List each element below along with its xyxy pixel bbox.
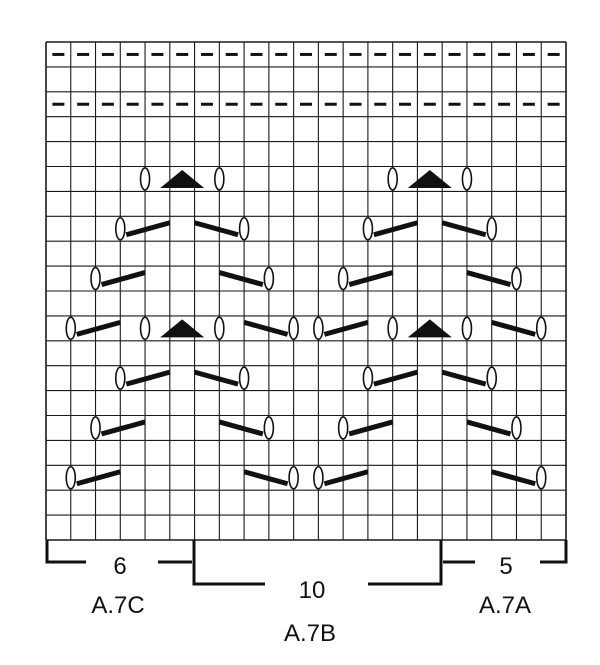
slanted-decrease-icon — [125, 220, 171, 238]
yarn-over-icon — [288, 316, 299, 341]
triangle-decrease-icon — [407, 319, 452, 338]
triangle-decrease-icon — [407, 169, 452, 188]
section-name-a7b: A.7B — [284, 620, 336, 647]
chart-grid — [45, 41, 567, 541]
yarn-over-icon — [461, 316, 473, 341]
yarn-over-icon — [65, 316, 77, 341]
slanted-decrease-icon — [323, 319, 369, 337]
yarn-over-icon — [511, 266, 522, 291]
slanted-decrease-icon — [76, 469, 121, 487]
slanted-decrease-icon — [218, 270, 264, 287]
slanted-decrease-icon — [100, 419, 146, 437]
yarn-over-icon — [238, 366, 250, 390]
chart-symbols — [52, 52, 560, 490]
yarn-over-icon — [362, 216, 374, 241]
slanted-decrease-icon — [76, 319, 121, 337]
section-brackets — [45, 540, 568, 586]
slanted-decrease-icon — [466, 270, 512, 287]
slanted-decrease-icon — [125, 369, 171, 387]
section-count-a7b: 10 — [299, 577, 326, 604]
yarn-over-icon — [90, 416, 101, 440]
yarn-over-icon — [362, 366, 374, 390]
yarn-over-icon — [139, 316, 151, 341]
yarn-over-icon — [486, 216, 498, 241]
section-name-a7c: A.7C — [91, 592, 144, 619]
yarn-over-icon — [214, 316, 225, 341]
slanted-decrease-icon — [100, 270, 146, 287]
yarn-over-icon — [387, 316, 398, 341]
slanted-decrease-icon — [193, 220, 239, 238]
yarn-over-icon — [337, 266, 349, 291]
yarn-over-icon — [461, 167, 473, 191]
slanted-decrease-icon — [348, 270, 394, 287]
yarn-over-icon — [486, 366, 498, 390]
section-count-a7a: 5 — [499, 553, 512, 580]
slanted-decrease-icon — [491, 319, 536, 337]
section-name-a7a: A.7A — [479, 592, 531, 619]
slanted-decrease-icon — [441, 220, 487, 238]
slanted-decrease-icon — [323, 469, 369, 487]
yarn-over-icon — [337, 416, 349, 440]
bracket-a7c — [45, 540, 86, 564]
yarn-over-icon — [263, 416, 275, 440]
yarn-over-icon — [535, 465, 547, 490]
yarn-over-icon — [65, 465, 77, 490]
slanted-decrease-icon — [348, 419, 394, 437]
yarn-over-icon — [90, 266, 101, 291]
yarn-over-icon — [288, 465, 299, 490]
yarn-over-icon — [114, 216, 126, 241]
yarn-over-icon — [511, 416, 522, 440]
slanted-decrease-icon — [243, 319, 289, 337]
slanted-decrease-icon — [373, 369, 419, 387]
section-count-a7c: 6 — [113, 553, 126, 580]
yarn-over-icon — [139, 167, 151, 191]
yarn-over-icon — [535, 316, 547, 341]
slanted-decrease-icon — [373, 220, 419, 238]
yarn-over-icon — [214, 167, 225, 191]
yarn-over-icon — [313, 316, 324, 341]
yarn-over-icon — [114, 366, 126, 390]
triangle-decrease-icon — [160, 169, 205, 188]
yarn-over-icon — [313, 465, 324, 490]
slanted-decrease-icon — [193, 369, 239, 387]
slanted-decrease-icon — [441, 369, 487, 387]
slanted-decrease-icon — [243, 469, 289, 487]
yarn-over-icon — [387, 167, 398, 191]
slanted-decrease-icon — [466, 419, 512, 437]
bracket-a7b — [192, 540, 265, 586]
bracket-a7a-right — [540, 540, 568, 564]
triangle-decrease-icon — [160, 319, 205, 338]
yarn-over-icon — [263, 266, 275, 291]
yarn-over-icon — [238, 216, 250, 241]
bracket-a7b-right — [368, 540, 443, 586]
slanted-decrease-icon — [491, 469, 536, 487]
slanted-decrease-icon — [218, 419, 264, 437]
